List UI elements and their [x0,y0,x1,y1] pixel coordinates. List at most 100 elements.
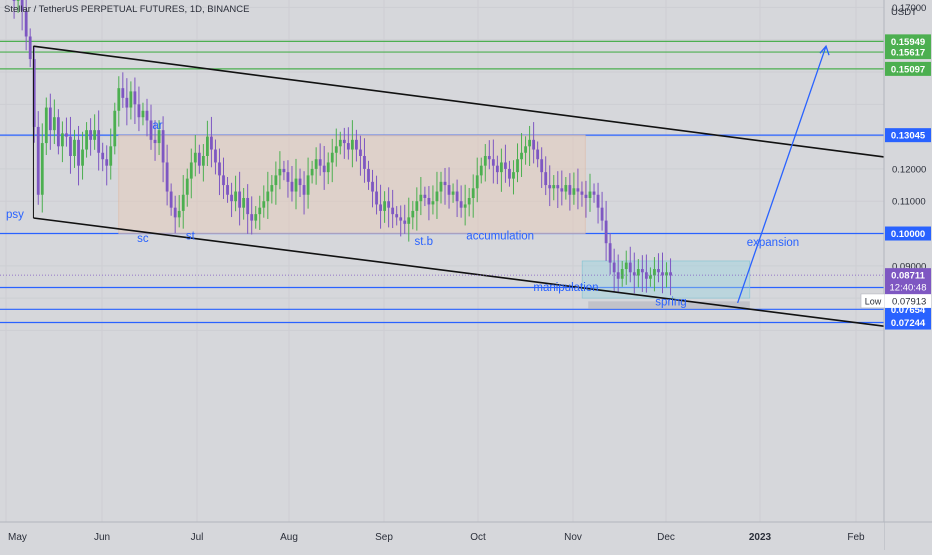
level-price-label: 0.15949 [891,37,925,48]
currency-label: USDT [891,7,917,18]
candle-body [258,207,262,215]
time-tick-label: Feb [847,532,865,543]
time-tick-label: Aug [280,532,298,543]
candle-body [109,146,113,166]
time-axis-background [0,522,884,550]
candle-body [572,188,576,195]
candle-body [77,139,80,166]
candle-body [270,185,274,192]
candle-body [576,188,580,192]
countdown-label: 12:40:48 [890,283,927,294]
candle-body [101,152,105,160]
level-price-tag [885,128,931,143]
candle-body [628,262,632,273]
candle-body [483,155,487,166]
candle-body [346,143,350,150]
candle-body [165,162,169,192]
candle-body [350,139,354,150]
low-value: 0.07913 [892,296,926,307]
candle-body [427,197,431,205]
candle-body [463,204,467,208]
level-price-label: 0.13045 [891,131,926,142]
candle-body [556,185,560,189]
candle-body [89,130,93,140]
candle-body [189,162,193,179]
candle-body [218,162,221,176]
candle-body [495,165,499,173]
candle-body [359,149,362,156]
candle-body [564,185,568,192]
candle-body [536,149,540,160]
current-price-tag [885,268,931,295]
candle-body [16,0,20,1]
candle-body [560,188,564,192]
candle-body [222,175,225,186]
candle-body [334,146,338,153]
candle-body [665,272,668,276]
candle-body [290,181,294,192]
axis-background [884,0,932,522]
candle-body [44,107,48,144]
candle-body [117,88,121,111]
annotation-label: manipulation [533,282,598,294]
candle-body [520,152,523,160]
candle-body [306,175,310,195]
candle-body [499,162,503,173]
annotation-label: psy [6,209,24,221]
price-tick-label: 0.17000 [892,3,926,14]
candle-body [504,162,507,169]
level-price-tag [885,45,931,60]
candle-body [254,214,258,221]
candle-body [592,191,596,195]
candle-body [383,201,387,211]
candle-body [636,269,640,276]
candle-body [24,10,28,37]
candle-body [326,162,330,173]
candle-body [20,0,24,11]
candle-body [407,217,411,224]
candle-body [584,194,588,198]
time-tick-label: Jun [94,532,110,543]
candle-body [467,197,471,205]
candle-body [439,181,443,192]
candle-body [145,110,149,121]
candle-body [399,217,403,221]
level-price-tag [885,226,931,241]
annotation-label: spring [655,297,686,309]
candle-body [310,168,314,176]
candle-body [612,262,616,273]
candle-body [32,59,36,127]
candle-body [129,91,133,108]
candle-body [61,133,64,147]
candle-body [48,107,52,131]
candle-body [133,91,137,105]
level-price-tag [885,61,931,76]
candle-body [181,194,185,211]
manipulation-zone [581,260,751,299]
candle-body [113,110,117,147]
annotation-label: ar [152,120,162,132]
time-axis[interactable]: May Jun Jul Aug Sep Oct Nov Dec 2023 Feb [0,521,932,550]
candle-body [596,194,600,208]
time-tick-label: Jul [191,532,204,543]
candle-body [491,159,495,166]
candle-body [435,191,439,202]
current-price-value: 0.08711 [891,271,926,282]
candle-body [121,88,125,98]
candle-body [169,191,173,208]
price-tick-label: 0.12000 [892,164,926,175]
candle-body [242,197,246,208]
candle-body [85,130,88,150]
time-tick-label: Sep [375,532,393,543]
candle-body [403,220,407,224]
candle-body [161,130,165,163]
level-price-tag [885,315,931,330]
candle-body [81,149,84,166]
time-tick-label: 2023 [749,532,772,543]
candle-body [459,201,463,208]
candle-body [395,214,399,218]
candle-body [528,139,531,147]
candle-body [12,0,16,1]
